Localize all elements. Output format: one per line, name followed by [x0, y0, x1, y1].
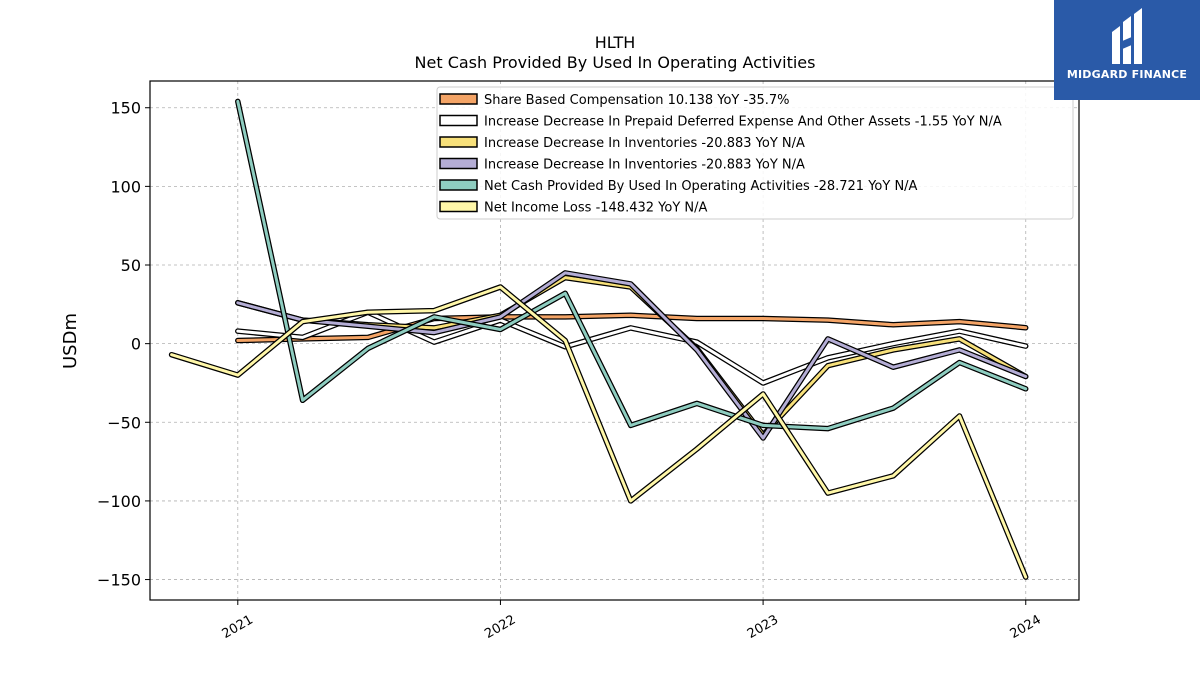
midgard-finance-logo: MIDGARD FINANCE [1054, 0, 1200, 100]
logo-text: MIDGARD FINANCE [1066, 68, 1188, 81]
y-axis-label: USDm [60, 313, 81, 369]
legend-swatch [439, 136, 478, 148]
x-tick-label: 2023 [745, 612, 781, 642]
chart-subtitle: Net Cash Provided By Used In Operating A… [415, 53, 816, 72]
series-3 [235, 270, 1029, 441]
series-line [236, 313, 1028, 342]
legend-label: Increase Decrease In Prepaid Deferred Ex… [484, 115, 1002, 130]
x-tick-label: 2021 [220, 612, 256, 642]
legend-box [436, 86, 1074, 220]
legend-swatch [439, 157, 478, 170]
legend-label: Increase Decrease In Inventories -20.883… [484, 158, 805, 173]
series-lines [168, 98, 1029, 580]
series-line-outline [168, 284, 1029, 580]
series-5 [168, 284, 1029, 580]
legend-label: Net Cash Provided By Used In Operating A… [484, 179, 918, 194]
series-line [236, 271, 1028, 440]
legend-label: Share Based Compensation 10.138 YoY -35.… [484, 93, 790, 108]
chart-title: HLTH [595, 33, 636, 52]
y-tick-label: 0 [131, 335, 141, 354]
y-tick-label: 150 [110, 99, 141, 118]
legend-label: Increase Decrease In Inventories -20.883… [484, 136, 805, 151]
y-tick-label: −50 [107, 413, 141, 432]
legend-swatch [439, 93, 478, 105]
series-0 [235, 312, 1029, 344]
series-line [170, 285, 1028, 579]
logo-mark-icon [1112, 8, 1142, 64]
series-line [236, 99, 1028, 431]
y-tick-label: −100 [97, 492, 141, 511]
legend: Share Based Compensation 10.138 YoY -35.… [436, 86, 1074, 220]
legend-swatch [439, 200, 478, 213]
legend-swatch [439, 179, 478, 191]
legend-label: Net Income Loss -148.432 YoY N/A [484, 201, 707, 216]
plot-frame [149, 80, 1080, 601]
series-4 [235, 98, 1029, 432]
y-axis: 150 100 50 0 −50 −100 −150 [97, 99, 150, 590]
y-tick-label: −150 [97, 571, 141, 590]
x-axis: 2021 2022 2023 2024 [220, 600, 1044, 642]
x-tick-label: 2022 [482, 612, 518, 642]
y-tick-label: 100 [110, 177, 141, 196]
y-tick-label: 50 [121, 256, 141, 275]
legend-swatch [439, 114, 478, 127]
x-tick-label: 2024 [1008, 612, 1044, 642]
